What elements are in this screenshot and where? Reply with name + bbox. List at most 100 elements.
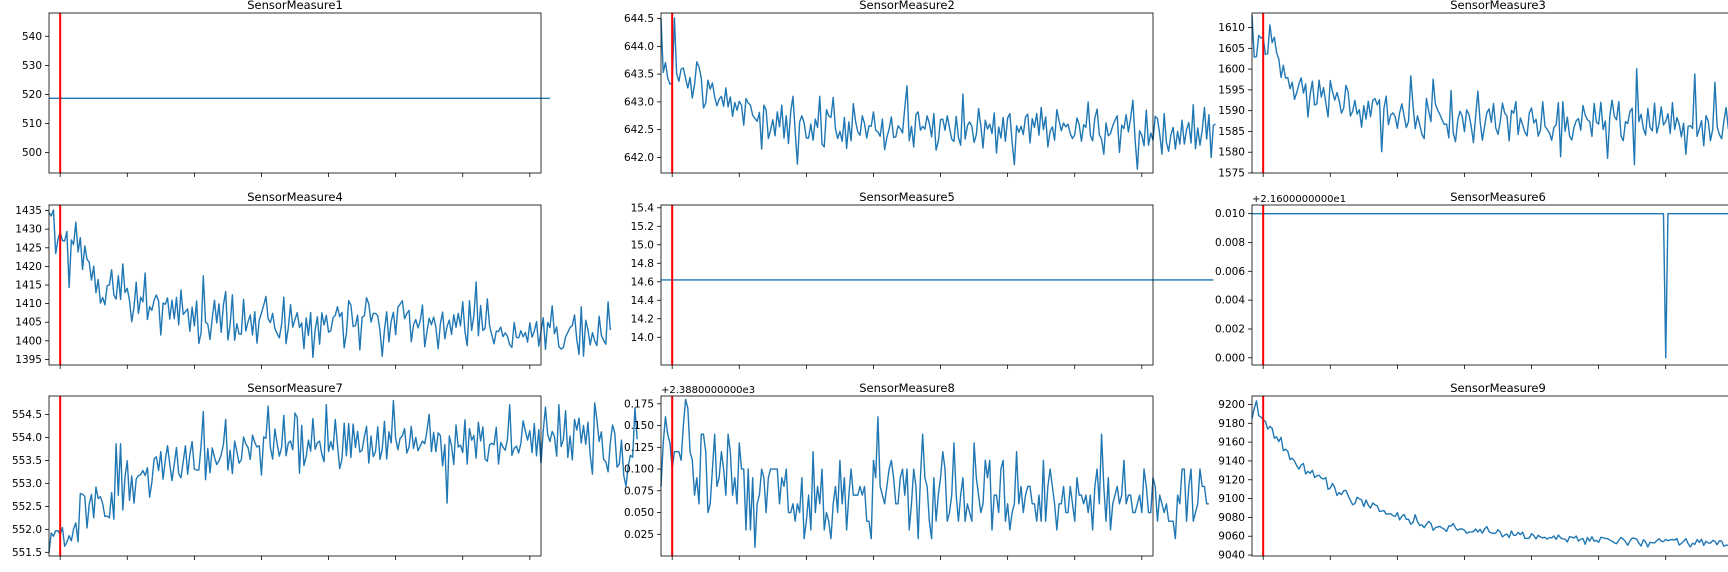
y-tick-label: 643.0 (624, 96, 654, 108)
axes-frame (660, 12, 1154, 174)
subplot-title: SensorMeasure3 (1450, 0, 1546, 12)
y-tick-label: 15.4 (631, 202, 655, 214)
series-line-2 (660, 17, 1216, 170)
series-line-6 (1252, 212, 1728, 359)
subplot-8: 0.025 0.050 0.075 0.100 0.125 0.150 0.175 Senso… (624, 381, 1209, 560)
subplot-title: SensorMeasure5 (859, 190, 955, 204)
y-tick-label: 9200 (1218, 399, 1245, 411)
y-tick-label: 0.100 (624, 464, 654, 476)
y-tick-label: 1605 (1218, 43, 1245, 55)
subplot-2: 642.0 642.5 643.0 643.5 644.0 644.5 SensorMeas… (624, 0, 1216, 177)
y-tick-label: 552.5 (12, 501, 42, 513)
y-tick-label: 1580 (1218, 147, 1245, 159)
y-tick-label: 1425 (15, 242, 42, 254)
subplot-title: SensorMeasure2 (859, 0, 955, 12)
y-tick-label: 540 (22, 31, 42, 43)
y-tick-label: 9060 (1218, 531, 1245, 543)
y-tick-label: 14.4 (631, 295, 655, 307)
y-tick-label: 0.010 (1215, 208, 1245, 220)
y-tick-label: 9080 (1218, 512, 1245, 524)
series-line-7 (48, 399, 638, 553)
series-line-3 (1251, 15, 1728, 166)
y-tick-label: 0.008 (1215, 237, 1245, 249)
subplot-1: 500 510 520 530 540 SensorMeasure1 (22, 0, 550, 177)
y-tick-label: 1575 (1218, 168, 1245, 180)
y-tick-label: 0.025 (624, 529, 654, 541)
axes-frame (48, 395, 542, 557)
y-tick-label: 510 (22, 118, 42, 130)
series-line-9 (1251, 400, 1728, 548)
subplot-title: SensorMeasure9 (1450, 381, 1546, 395)
subplot-7: 551.5 552.0 552.5 553.0 553.5 554.0 554.5 Senso… (12, 381, 638, 560)
y-tick-label: 1400 (15, 335, 42, 347)
y-tick-label: 644.5 (624, 13, 654, 25)
y-tick-label: 0.000 (1215, 352, 1245, 364)
y-tick-label: 1600 (1218, 64, 1245, 76)
y-tick-label: 14.0 (631, 332, 654, 344)
axis-offset-text: +2.1600000000e1 (1252, 194, 1346, 205)
series-line-8 (660, 398, 1209, 548)
y-tick-label: 643.5 (624, 69, 654, 81)
y-tick-label: 9140 (1218, 455, 1245, 467)
subplot-title: SensorMeasure1 (247, 0, 343, 12)
y-tick-label: 14.6 (631, 276, 655, 288)
y-tick-label: 0.150 (624, 420, 654, 432)
subplot-5: 14.0 14.2 14.4 14.6 14.8 15.0 15.2 15.4 SensorMe… (631, 190, 1214, 369)
y-tick-label: 1430 (15, 224, 42, 236)
y-tick-label: 14.2 (631, 313, 654, 325)
y-tick-label: 551.5 (12, 547, 42, 559)
subplot-title: SensorMeasure4 (247, 190, 343, 204)
subplot-title: SensorMeasure6 (1450, 190, 1546, 204)
y-tick-label: 530 (22, 60, 42, 72)
axes-frame (48, 12, 542, 174)
y-tick-label: 9040 (1218, 550, 1245, 562)
axis-offset-text: +2.3880000000e3 (661, 385, 755, 396)
y-tick-label: 9180 (1218, 418, 1245, 430)
axes-frame (1251, 12, 1728, 174)
y-tick-label: 0.002 (1215, 323, 1245, 335)
y-tick-label: 0.075 (624, 485, 654, 497)
subplot-4: 1395 1400 1405 1410 1415 1420 1425 1430 1435 Sens… (15, 190, 612, 369)
y-tick-label: 0.050 (624, 507, 654, 519)
y-tick-label: 554.5 (12, 409, 42, 421)
y-tick-label: 500 (22, 147, 42, 159)
y-tick-label: 9100 (1218, 493, 1245, 505)
y-tick-label: 1590 (1218, 105, 1245, 117)
y-tick-label: 520 (22, 89, 42, 101)
y-tick-label: 552.0 (12, 524, 42, 536)
y-tick-label: 0.125 (624, 442, 654, 454)
axes-frame (1251, 204, 1728, 366)
y-tick-label: 14.8 (631, 258, 654, 270)
subplot-title: SensorMeasure8 (859, 381, 955, 395)
axes-frame (660, 204, 1154, 366)
y-tick-label: 1410 (15, 298, 42, 310)
y-tick-label: 0.175 (624, 398, 654, 410)
y-tick-label: 9120 (1218, 474, 1245, 486)
subplot-title: SensorMeasure7 (247, 381, 343, 395)
y-tick-label: 1420 (15, 261, 42, 273)
y-tick-label: 553.5 (12, 455, 42, 467)
y-tick-label: 1595 (1218, 84, 1245, 96)
subplot-3: 1575 1580 1585 1590 1595 1600 1605 1610 SensorMe… (1218, 0, 1728, 180)
y-tick-label: 1405 (15, 317, 42, 329)
axes-frame (1251, 395, 1728, 557)
subplot-6: 0.000 0.002 0.004 0.006 0.008 0.010 SensorMeas… (1215, 190, 1728, 369)
y-tick-label: 553.0 (12, 478, 42, 490)
y-tick-label: 0.004 (1215, 295, 1245, 307)
y-tick-label: 1415 (15, 280, 42, 292)
y-tick-label: 642.5 (624, 124, 654, 136)
y-tick-label: 554.0 (12, 432, 42, 444)
y-tick-label: 1435 (15, 205, 42, 217)
y-tick-label: 1395 (15, 354, 42, 366)
y-tick-label: 15.0 (631, 239, 654, 251)
y-tick-label: 1610 (1218, 22, 1245, 34)
y-tick-label: 15.2 (631, 221, 654, 233)
y-tick-label: 9160 (1218, 437, 1245, 449)
y-tick-label: 0.006 (1215, 266, 1245, 278)
subplot-9: 9040 9060 9080 9100 9120 9140 9160 9180 9200 Sens… (1218, 381, 1728, 562)
y-tick-label: 1585 (1218, 126, 1245, 138)
series-line-4 (48, 209, 612, 359)
y-tick-label: 642.0 (624, 152, 654, 164)
axes-frame (660, 395, 1154, 557)
